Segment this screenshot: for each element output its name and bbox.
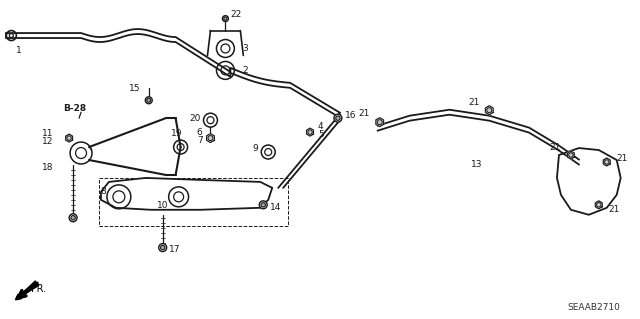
Circle shape [159,244,166,252]
Circle shape [334,114,342,122]
Polygon shape [376,118,383,127]
Text: 8: 8 [100,187,106,197]
Text: 13: 13 [471,160,483,169]
Circle shape [69,214,77,222]
Text: 14: 14 [270,203,282,212]
Circle shape [261,203,266,207]
Text: 21: 21 [468,98,479,107]
Text: 22: 22 [230,10,242,19]
Text: 11: 11 [42,129,53,137]
Text: 12: 12 [42,137,53,145]
Text: 9: 9 [253,144,259,152]
Polygon shape [66,134,72,142]
Bar [99,178,288,226]
Text: 6: 6 [196,128,202,137]
Text: 21: 21 [550,143,561,152]
Text: 3: 3 [243,44,248,53]
Polygon shape [595,201,602,209]
Polygon shape [485,106,493,115]
Text: 17: 17 [169,245,180,254]
Text: 4: 4 [318,122,324,131]
Text: 2: 2 [243,66,248,75]
Text: 19: 19 [171,129,182,137]
Text: 7: 7 [196,136,202,145]
Text: 16: 16 [345,111,356,120]
Text: B-28: B-28 [63,104,86,113]
Text: 20: 20 [189,114,200,123]
Circle shape [336,116,340,120]
Text: 15: 15 [129,84,141,93]
Circle shape [223,16,228,22]
Text: 21: 21 [617,153,628,162]
Circle shape [259,201,268,209]
Text: SEAAB2710: SEAAB2710 [567,303,620,312]
Text: FR.: FR. [31,285,46,294]
Text: 21: 21 [358,109,370,118]
Circle shape [71,216,76,220]
Polygon shape [568,151,574,159]
Circle shape [147,98,150,102]
Text: 1: 1 [17,46,22,55]
Text: 18: 18 [42,163,53,173]
Circle shape [145,97,152,104]
Circle shape [161,245,165,250]
Polygon shape [207,134,214,143]
Polygon shape [307,128,314,136]
Circle shape [224,17,227,20]
Text: 10: 10 [157,201,169,210]
Text: 5: 5 [318,130,324,139]
Polygon shape [604,158,610,166]
Text: 21: 21 [609,205,620,214]
